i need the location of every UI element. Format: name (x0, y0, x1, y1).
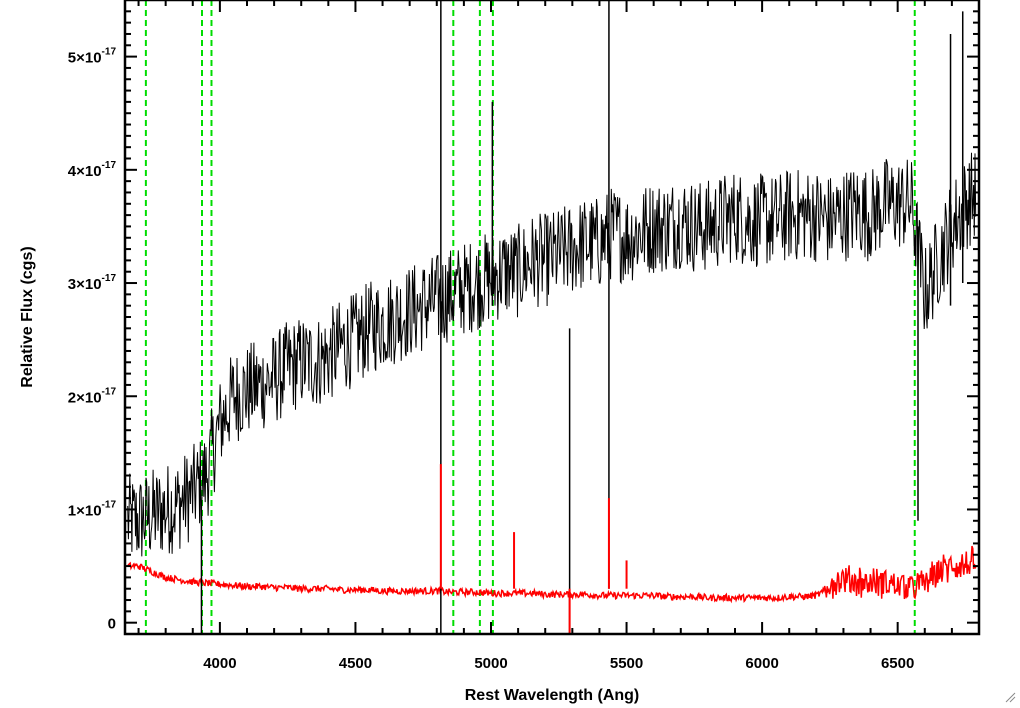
y-axis-title: Relative Flux (cgs) (19, 246, 36, 387)
y-tick-label: 0 (108, 616, 116, 633)
x-tick-label: 4000 (203, 655, 236, 672)
x-tick-label: 5500 (610, 655, 643, 672)
y-tick-label: 1×10-17 (68, 499, 117, 519)
series-line-1 (127, 545, 977, 604)
resize-grip-icon[interactable] (1004, 690, 1016, 703)
x-tick-label: 4500 (339, 655, 372, 672)
x-axis-title: Rest Wavelength (Ang) (465, 687, 640, 704)
y-tick-label: 5×10-17 (68, 47, 117, 67)
x-axis: 4000 4500 5000 5500 6000 6500 (137, 0, 980, 672)
series-layer (127, 0, 977, 634)
y-tick-label: 3×10-17 (68, 273, 117, 293)
y-tick-label: 4×10-17 (68, 160, 117, 180)
y-tick-label: 2×10-17 (68, 386, 117, 406)
x-tick-label: 6000 (745, 655, 778, 672)
plot-frame (123, 0, 981, 636)
reference-lines (144, 0, 916, 634)
x-tick-label: 6500 (881, 655, 914, 672)
x-tick-label: 5000 (474, 655, 507, 672)
y-axis: 0 1×10-17 2×10-17 3×10-17 4×10-17 5×10-17 (68, 10, 979, 633)
series-line-0 (127, 152, 977, 557)
